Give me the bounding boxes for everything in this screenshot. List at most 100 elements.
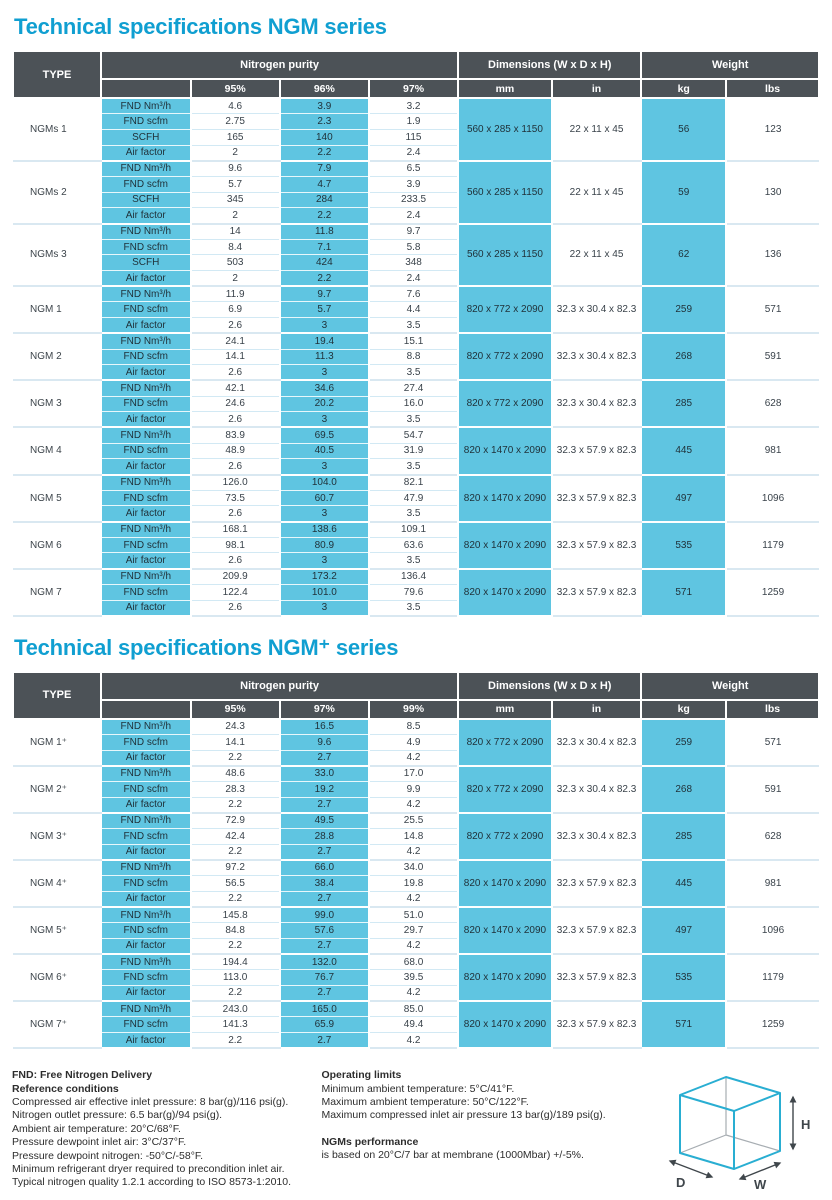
value-cell: 2.2 xyxy=(190,1032,280,1050)
type-cell: NGM 7⁺ xyxy=(13,1001,101,1050)
footnote-line: Maximum compressed inlet air pressure 13… xyxy=(321,1109,606,1122)
row-label-cell: Air factor xyxy=(99,207,192,225)
value-cell: 48.6 xyxy=(190,765,280,782)
dims-mm-cell: 820 x 772 x 2090 xyxy=(457,718,553,767)
header-dim-unit: in xyxy=(550,698,643,720)
row-label-cell: Air factor xyxy=(99,750,192,767)
weight-lbs-cell: 628 xyxy=(726,812,819,861)
row-label-cell: SCFH xyxy=(99,254,192,272)
value-cell: 98.1 xyxy=(190,537,280,554)
value-cell: 2.75 xyxy=(190,113,280,130)
row-label-cell: Air factor xyxy=(99,411,192,429)
weight-lbs-cell: 1259 xyxy=(726,568,819,617)
row-label-cell: FND Nm³/h xyxy=(99,160,192,177)
weight-kg-cell: 497 xyxy=(640,474,728,523)
value-cell: 47.9 xyxy=(368,490,459,507)
header-dim-unit: in xyxy=(550,78,643,99)
value-cell: 9.6 xyxy=(278,734,370,751)
dimensions-cube-icon: H W D xyxy=(664,1069,820,1191)
value-cell: 84.8 xyxy=(190,922,280,939)
value-cell: 69.5 xyxy=(278,427,370,444)
row-label-cell: FND Nm³/h xyxy=(99,765,192,782)
dims-in-cell: 32.3 x 30.4 x 82.3 xyxy=(551,812,642,861)
spec-row: Air factor 2.6 3 3.5 xyxy=(13,505,819,523)
weight-kg-cell: 259 xyxy=(640,286,728,335)
row-label-cell: FND Nm³/h xyxy=(99,286,192,303)
spec-row: FND scfm 42.4 28.8 14.8 xyxy=(13,828,819,845)
row-label-cell: Air factor xyxy=(99,891,192,908)
value-cell: 6.9 xyxy=(190,301,280,319)
cube-label-w: W xyxy=(754,1177,767,1191)
ngm-table-container: TYPE Nitrogen purity Dimensions (W x D x H… xyxy=(12,50,820,617)
value-cell: 3.5 xyxy=(368,364,459,382)
value-cell: 233.5 xyxy=(368,192,459,209)
value-cell: 5.7 xyxy=(278,301,370,319)
value-cell: 2.2 xyxy=(190,797,280,814)
value-cell: 20.2 xyxy=(278,396,370,413)
spec-table: TYPE Nitrogen purity Dimensions (W x D x H… xyxy=(12,670,820,1050)
footnote-line: Typical nitrogen quality 1.2.1 according… xyxy=(12,1176,292,1189)
value-cell: 165 xyxy=(190,129,280,146)
type-cell: NGMs 3 xyxy=(13,223,101,288)
dims-in-cell: 32.3 x 30.4 x 82.3 xyxy=(551,333,642,382)
footnote-line: Operating limits xyxy=(321,1069,402,1082)
value-cell: 145.8 xyxy=(190,906,280,924)
weight-lbs-cell: 1179 xyxy=(726,954,819,1003)
row-label-cell: FND scfm xyxy=(99,781,192,798)
spec-row: Air factor 2.6 3 3.5 xyxy=(13,364,819,382)
weight-kg-cell: 259 xyxy=(640,718,728,767)
dims-mm-cell: 560 x 285 x 1150 xyxy=(457,223,553,288)
dims-mm-cell: 820 x 772 x 2090 xyxy=(457,765,553,814)
value-cell: 3 xyxy=(278,505,370,523)
row-label-cell: FND scfm xyxy=(99,969,192,986)
footnotes: FND: Free Nitrogen Delivery Reference con… xyxy=(12,1069,820,1191)
value-cell: 113.0 xyxy=(190,969,280,986)
header-row-groups: TYPE Nitrogen purity Dimensions (W x D x H… xyxy=(12,50,820,99)
dims-in-cell: 22 x 11 x 45 xyxy=(551,98,642,162)
header-row-groups: TYPE Nitrogen purity Dimensions (W x D x H… xyxy=(12,670,820,720)
row-label-cell: FND Nm³/h xyxy=(99,427,192,444)
value-cell: 34.6 xyxy=(278,380,370,397)
spec-row: NGM 6 FND Nm³/h 168.1 138.6 109.1 820 x 1470 … xyxy=(13,521,819,570)
spec-row: FND scfm 122.4 101.0 79.6 xyxy=(13,584,819,601)
value-cell: 2 xyxy=(190,145,280,162)
dims-mm-cell: 820 x 1470 x 2090 xyxy=(457,474,553,523)
header-weight-unit: lbs xyxy=(725,698,820,720)
dims-mm-cell: 820 x 772 x 2090 xyxy=(457,333,553,382)
value-cell: 82.1 xyxy=(368,474,459,491)
row-label-cell: Air factor xyxy=(99,364,192,382)
weight-kg-cell: 62 xyxy=(640,223,728,288)
spec-row: SCFH 165 140 115 xyxy=(13,129,819,146)
value-cell: 3.5 xyxy=(368,458,459,476)
dims-in-cell: 32.3 x 57.9 x 82.3 xyxy=(551,427,642,476)
value-cell: 11.8 xyxy=(278,223,370,240)
value-cell: 3 xyxy=(278,552,370,570)
value-cell: 3.5 xyxy=(368,317,459,335)
value-cell: 4.6 xyxy=(190,98,280,115)
value-cell: 39.5 xyxy=(368,969,459,986)
type-cell: NGMs 2 xyxy=(13,160,101,225)
value-cell: 3 xyxy=(278,458,370,476)
footnote-line: Compressed air effective inlet pressure:… xyxy=(12,1095,289,1108)
value-cell: 2.7 xyxy=(278,938,370,955)
spec-row: FND scfm 56.5 38.4 19.8 xyxy=(13,875,819,892)
type-cell: NGM 3 xyxy=(13,380,101,429)
value-cell: 42.4 xyxy=(190,828,280,845)
row-label-cell: Air factor xyxy=(99,552,192,570)
value-cell: 101.0 xyxy=(278,584,370,601)
weight-kg-cell: 535 xyxy=(640,954,728,1003)
dims-in-cell: 22 x 11 x 45 xyxy=(551,160,642,225)
row-label-cell: Air factor xyxy=(99,1032,192,1050)
value-cell: 4.2 xyxy=(368,750,459,767)
value-cell: 168.1 xyxy=(190,521,280,538)
value-cell: 1.9 xyxy=(368,113,459,130)
value-cell: 2.6 xyxy=(190,458,280,476)
value-cell: 2 xyxy=(190,270,280,288)
value-cell: 9.9 xyxy=(368,781,459,798)
header-dimensions: Dimensions (W x D x H) xyxy=(457,50,643,80)
weight-lbs-cell: 123 xyxy=(726,98,819,162)
row-label-cell: Air factor xyxy=(99,458,192,476)
value-cell: 2.2 xyxy=(278,270,370,288)
value-cell: 2.6 xyxy=(190,411,280,429)
